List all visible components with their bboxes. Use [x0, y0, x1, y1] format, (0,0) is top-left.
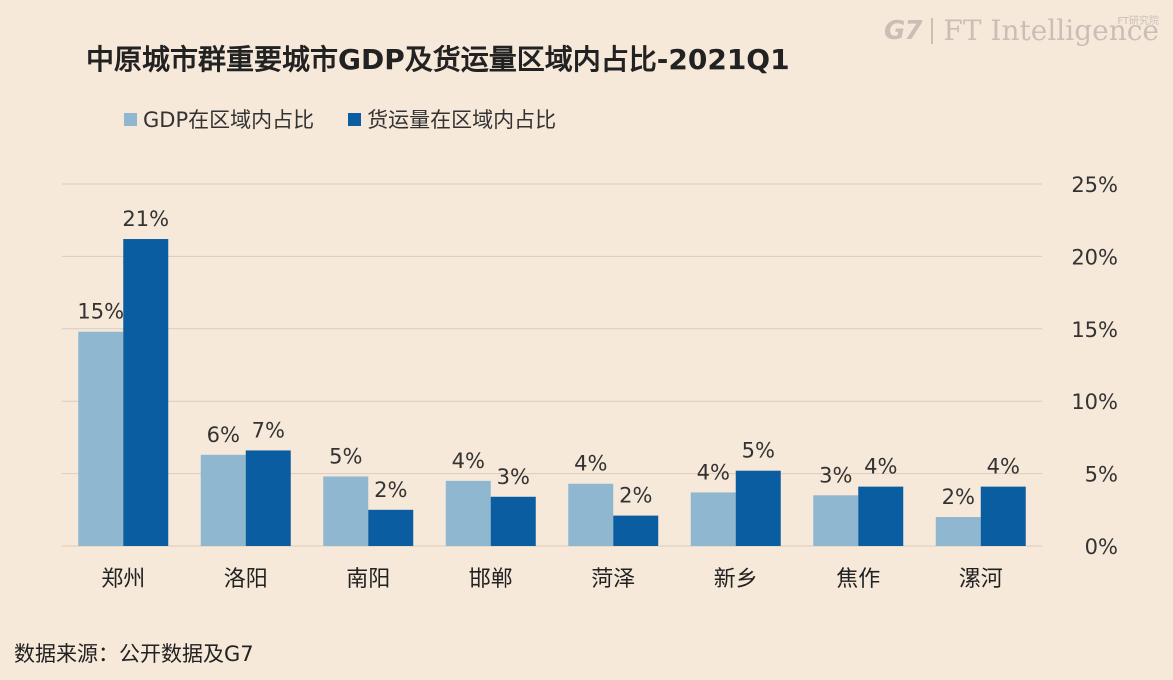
bar: [690, 492, 736, 546]
source-note: 数据来源：公开数据及G7: [14, 642, 254, 666]
bar: [78, 331, 124, 546]
chart-title: 中原城市群重要城市GDP及货运量区域内占比-2021Q1: [86, 43, 790, 76]
x-category-label: 洛阳: [224, 567, 268, 592]
bar: [245, 450, 291, 546]
bar: [568, 483, 614, 546]
bar-value-label: 2%: [374, 478, 407, 502]
legend-label-freight: 货运量在区域内占比: [367, 108, 557, 132]
y-tick-label: 5%: [1085, 463, 1118, 487]
y-tick-label: 0%: [1085, 535, 1118, 559]
legend-label-gdp: GDP在区域内占比: [143, 108, 315, 132]
bar-value-label: 7%: [252, 418, 285, 442]
bar-value-label: 3%: [819, 463, 852, 487]
bar-value-label: 4%: [864, 455, 897, 479]
legend-swatch-freight: [348, 112, 362, 126]
x-category-label: 菏泽: [591, 567, 635, 592]
legend-swatch-gdp: [124, 112, 137, 126]
bar: [613, 515, 659, 546]
bar: [123, 239, 169, 547]
y-tick-label: 15%: [1071, 318, 1118, 342]
bar-value-label: 2%: [942, 485, 975, 509]
bar: [735, 470, 781, 546]
bar-value-label: 5%: [329, 444, 362, 468]
x-category-label: 漯河: [959, 567, 1003, 592]
bar-value-label: 3%: [497, 465, 530, 489]
bar-value-label: 6%: [207, 423, 240, 447]
bar: [935, 517, 981, 546]
bar-value-label: 4%: [452, 449, 485, 473]
bar: [980, 486, 1026, 546]
bar: [323, 476, 369, 546]
bar-value-label: 4%: [987, 455, 1020, 479]
y-tick-label: 20%: [1071, 245, 1118, 269]
x-category-label: 焦作: [836, 567, 880, 592]
x-category-label: 郑州: [101, 567, 145, 592]
brand-logo: G7 FT Intelligence FT研究院: [884, 14, 1159, 47]
bar: [200, 454, 246, 546]
legend-item-freight: 货运量在区域内占比: [348, 104, 556, 134]
bar: [368, 509, 414, 546]
ft-intelligence-logo: FT Intelligence: [943, 14, 1159, 47]
bar: [445, 480, 491, 546]
brand-separator: [931, 17, 934, 44]
bar: [858, 486, 904, 546]
bar-value-label: 4%: [574, 452, 607, 476]
chart-legend: GDP在区域内占比 货运量在区域内占比: [124, 104, 590, 134]
bar-value-label: 2%: [619, 484, 652, 508]
x-category-label: 新乡: [714, 567, 758, 592]
legend-item-gdp: GDP在区域内占比: [124, 104, 314, 134]
ft-intelligence-cn: FT研究院: [1117, 16, 1159, 27]
bar: [490, 496, 536, 546]
bar-value-label: 4%: [697, 460, 730, 484]
bar-value-label: 5%: [742, 439, 775, 463]
y-tick-label: 25%: [1071, 173, 1118, 197]
bar-value-label: 15%: [77, 300, 124, 324]
x-category-label: 南阳: [346, 567, 390, 592]
y-tick-label: 10%: [1071, 390, 1118, 414]
g7-logo: G7: [883, 15, 922, 46]
bar-value-label: 21%: [122, 207, 169, 231]
bar: [813, 495, 859, 546]
x-category-label: 邯郸: [469, 567, 513, 592]
